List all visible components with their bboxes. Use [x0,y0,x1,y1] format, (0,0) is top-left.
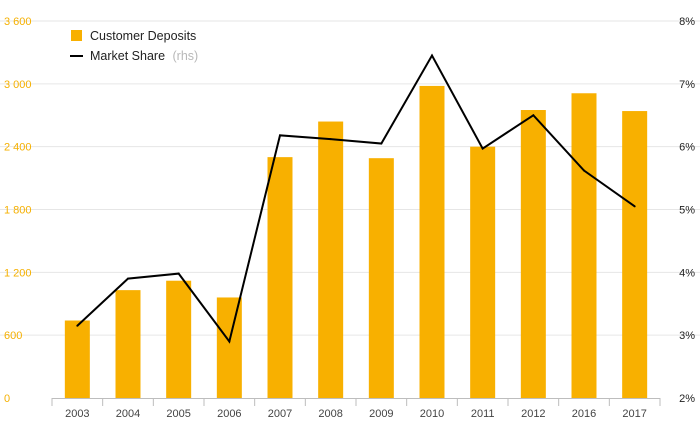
legend: Customer Deposits Market Share (rhs) [70,29,198,63]
bar-2008 [318,121,344,399]
legend-label-market-share: Market Share [90,49,165,63]
line-series-market-share [76,53,636,344]
market-share-point-2003 [76,324,79,327]
market-share-point-2011 [481,147,484,150]
market-share-point-2008 [329,138,332,141]
x-tick-label: 2006 [217,408,241,420]
left-tick-label: 0 [4,393,10,405]
market-share-point-2010 [431,54,433,57]
bar-2003 [64,320,90,398]
market-share-point-2005 [177,272,180,275]
svg-text:Market Share (rhs): Market Share (rhs) [90,49,198,63]
x-tick-label: 2012 [521,408,545,420]
x-tick-label: 2017 [622,408,646,420]
right-tick-label: 4% [679,267,695,279]
x-tick-label: 2016 [572,408,596,420]
bar-series-customer-deposits [64,85,648,399]
bar-2004 [115,290,141,398]
right-tick-label: 2% [679,393,695,405]
bar-2012 [520,110,546,398]
right-tick-label: 6% [679,142,695,154]
market-share-point-2007 [279,134,281,137]
x-tick-label: 2008 [318,408,342,420]
x-tick-label: 2005 [166,408,190,420]
market-share-point-2012 [532,114,535,117]
bar-2005 [166,280,192,398]
left-tick-label: 1 800 [4,205,32,217]
x-tick-label: 2004 [116,408,140,420]
right-axis-ticks: 2% 3% 4% 5% 6% 7% 8% [679,16,695,405]
right-tick-label: 7% [679,79,695,91]
left-axis-ticks: 0 600 1 200 1 800 2 400 3 000 3 600 [4,16,32,405]
bar-2011 [470,146,496,398]
right-tick-label: 3% [679,330,695,342]
bar-2009 [368,158,394,398]
market-share-point-2009 [380,142,383,145]
x-tick-label: 2007 [268,408,292,420]
market-share-line [76,53,636,344]
x-axis-ticks: 2003 2004 2005 2006 2007 2008 2009 2010 2011 2012… [65,408,647,420]
left-tick-label: 600 [4,330,22,342]
bar-2007 [267,157,293,398]
bar-2006 [216,297,242,398]
left-tick-label: 1 200 [4,267,32,279]
x-tick-label: 2003 [65,408,89,420]
market-share-point-2004 [127,277,129,280]
market-share-point-2017 [633,205,636,208]
legend-swatch-customer-deposits [71,30,82,41]
right-tick-label: 8% [679,16,695,28]
bar-2016 [571,93,597,398]
x-tick-label: 2009 [369,408,393,420]
legend-label-customer-deposits: Customer Deposits [90,29,196,43]
left-tick-label: 3 600 [4,16,32,28]
market-share-point-2006 [228,340,231,343]
x-axis [51,398,661,406]
bar-2010 [419,85,445,398]
bar-2017 [622,111,648,399]
left-tick-label: 3 000 [4,79,32,91]
legend-label-rhs-note: (rhs) [173,49,199,63]
left-tick-label: 2 400 [4,142,32,154]
x-tick-label: 2010 [420,408,444,420]
x-tick-label: 2011 [471,408,495,420]
right-tick-label: 5% [679,205,695,217]
market-share-point-2016 [583,169,585,172]
